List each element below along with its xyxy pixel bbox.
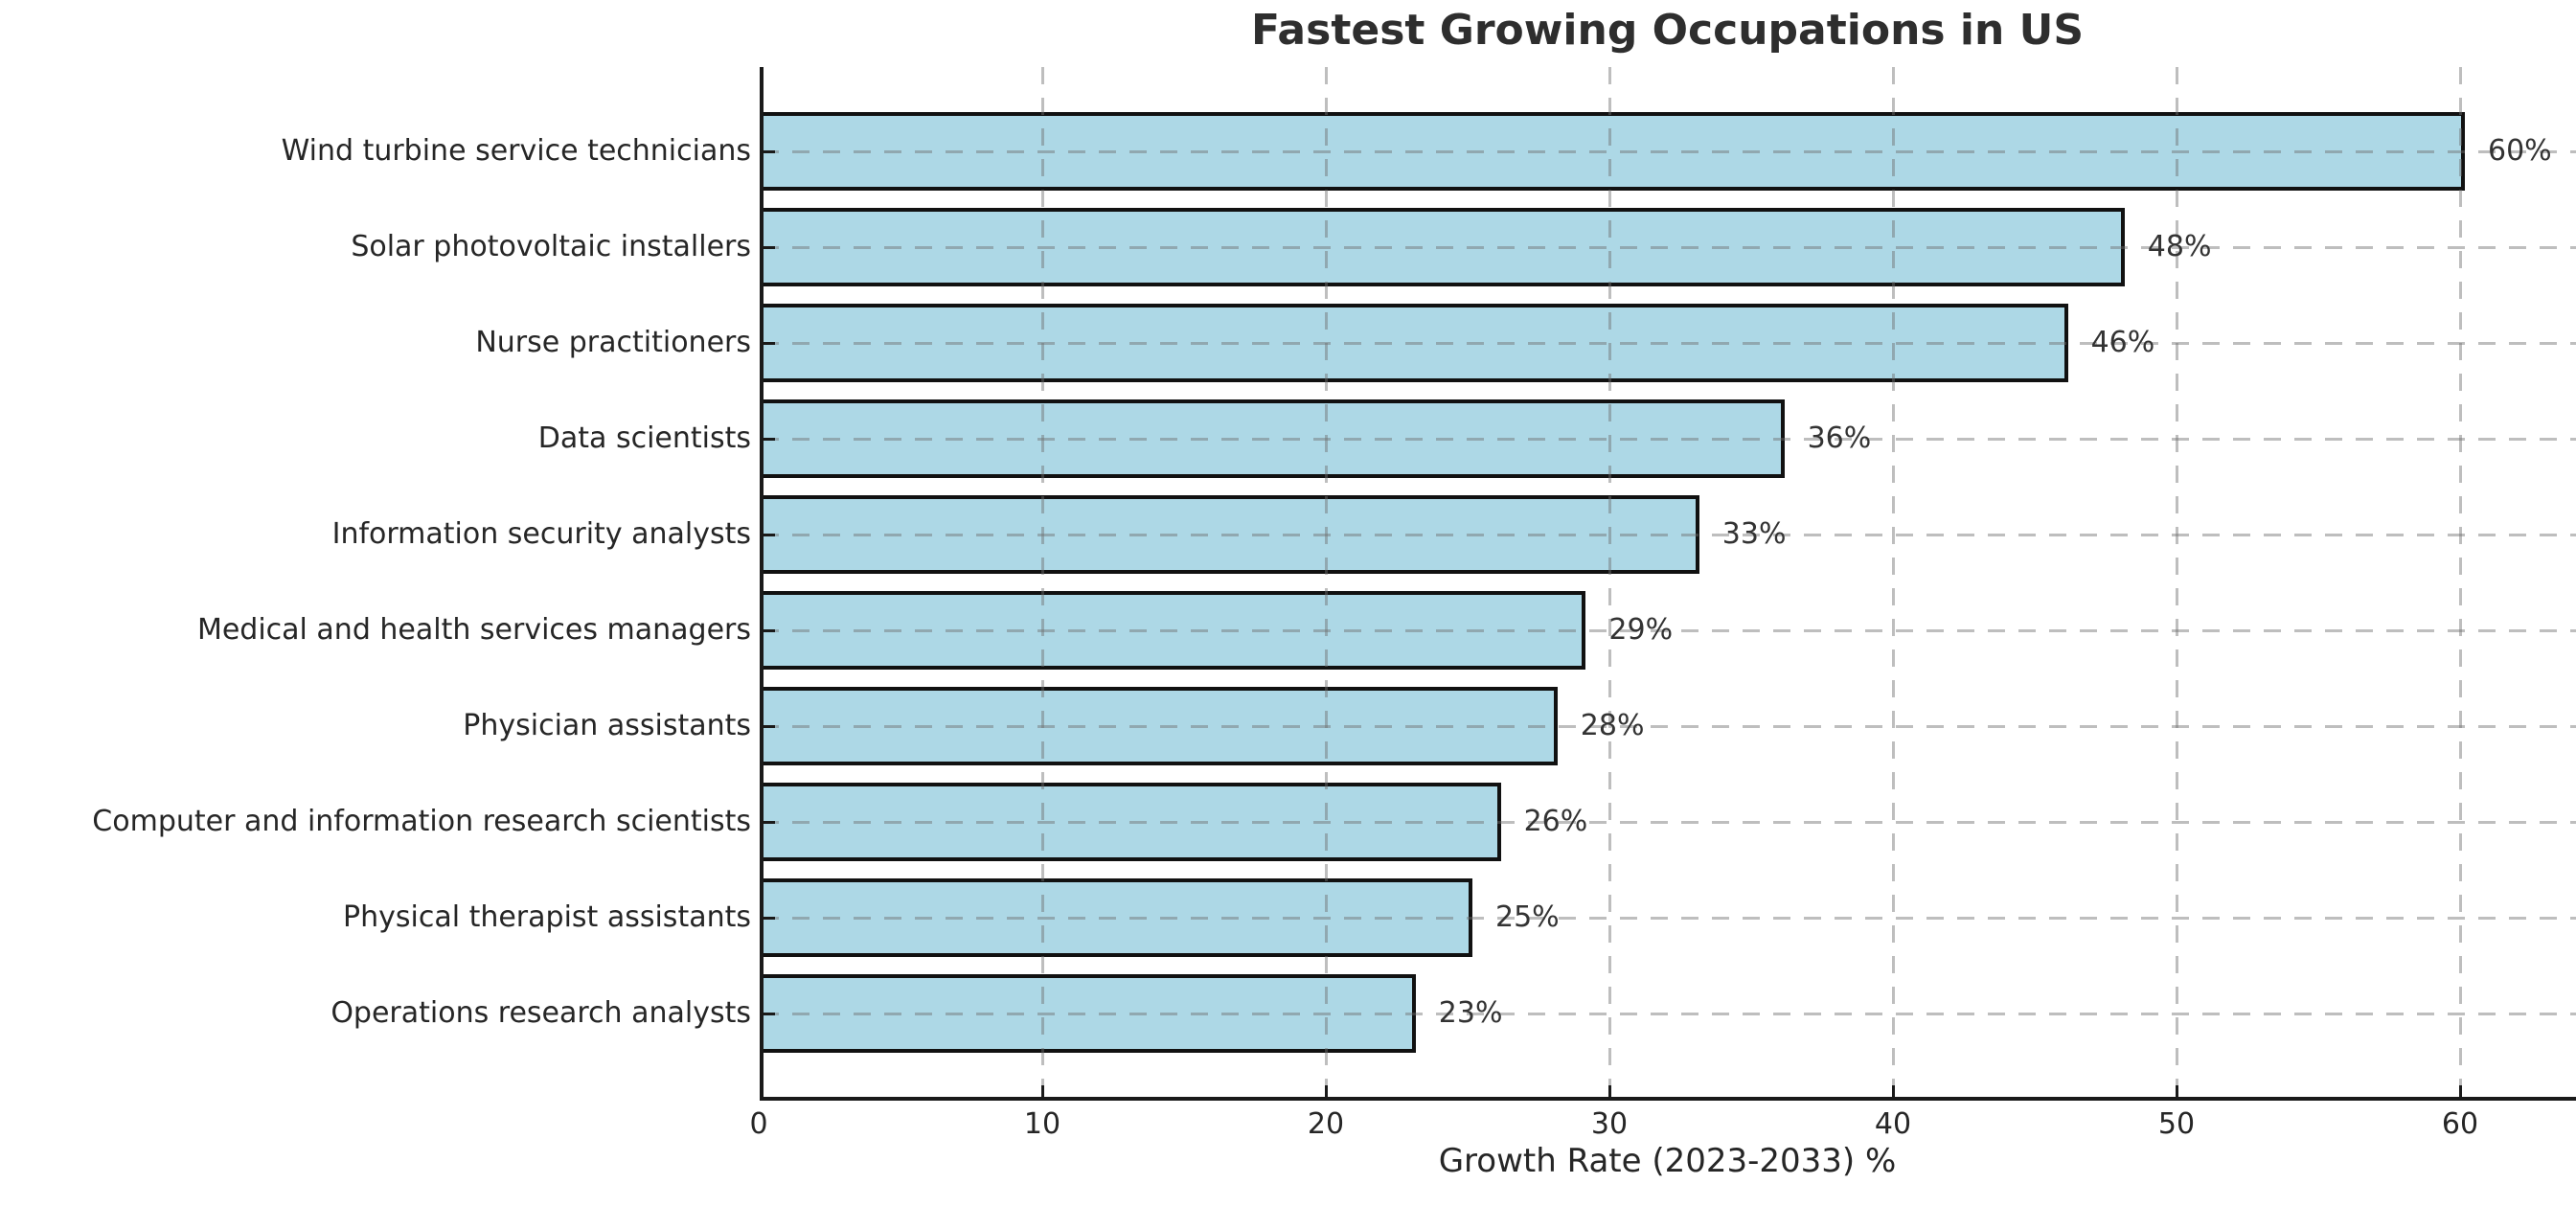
- x-gridline: [2176, 67, 2178, 1097]
- x-gridline: [1325, 67, 1328, 1097]
- value-label: 60%: [2488, 134, 2552, 168]
- x-tick-mark: [1608, 1085, 1611, 1097]
- x-tick-label: 40: [1874, 1107, 1912, 1141]
- category-label: Data scientists: [537, 421, 751, 455]
- value-label: 48%: [2147, 230, 2212, 263]
- y-gridline: [762, 246, 2576, 249]
- x-gridline: [1041, 67, 1044, 1097]
- category-label: Physical therapist assistants: [343, 900, 751, 934]
- x-gridline: [1608, 67, 1611, 1097]
- y-gridline: [762, 629, 2576, 632]
- x-tick-mark: [1892, 1085, 1895, 1097]
- category-label: Medical and health services managers: [196, 613, 751, 647]
- bar: [760, 208, 2125, 286]
- bar: [760, 878, 1472, 957]
- x-tick-mark: [1041, 1085, 1044, 1097]
- value-label: 33%: [1721, 517, 1787, 551]
- y-tick-mark: [764, 342, 775, 345]
- x-tick-label: 30: [1590, 1107, 1629, 1141]
- y-tick-mark: [764, 821, 775, 824]
- category-label: Operations research analysts: [331, 996, 751, 1030]
- y-gridline: [762, 342, 2576, 345]
- y-tick-mark: [764, 725, 775, 728]
- y-gridline: [762, 917, 2576, 920]
- bar: [760, 304, 2068, 382]
- bar: [760, 783, 1501, 861]
- value-label: 28%: [1580, 709, 1645, 742]
- x-tick-mark: [2459, 1085, 2462, 1097]
- value-label: 23%: [1438, 996, 1503, 1030]
- bar: [760, 112, 2465, 191]
- y-gridline: [762, 821, 2576, 824]
- x-gridline: [2459, 67, 2462, 1097]
- value-label: 26%: [1523, 805, 1588, 838]
- y-tick-mark: [764, 150, 775, 153]
- category-label: Information security analysts: [331, 517, 751, 551]
- y-gridline: [762, 438, 2576, 441]
- bar: [760, 495, 1699, 574]
- y-tick-mark: [764, 534, 775, 536]
- x-axis-spine: [760, 1097, 2576, 1101]
- x-tick-label: 50: [2157, 1107, 2196, 1141]
- category-label: Physician assistants: [463, 709, 751, 742]
- bar: [760, 974, 1416, 1053]
- value-label: 25%: [1495, 900, 1560, 934]
- category-label: Computer and information research scient…: [92, 805, 751, 838]
- value-label: 46%: [2090, 326, 2155, 359]
- x-axis-label: Growth Rate (2023-2033) %: [1438, 1142, 1897, 1180]
- y-tick-mark: [764, 629, 775, 632]
- y-gridline: [762, 150, 2576, 153]
- y-tick-mark: [764, 246, 775, 249]
- bar: [760, 399, 1785, 478]
- category-label: Solar photovoltaic installers: [351, 230, 751, 263]
- x-gridline: [1892, 67, 1895, 1097]
- y-tick-mark: [764, 917, 775, 920]
- x-tick-label: 0: [749, 1107, 768, 1141]
- chart-title: Fastest Growing Occupations in US: [1250, 6, 2085, 55]
- y-gridline: [762, 1013, 2576, 1015]
- category-label: Wind turbine service technicians: [281, 134, 751, 168]
- category-label: Nurse practitioners: [475, 326, 751, 359]
- y-tick-mark: [764, 1013, 775, 1015]
- x-tick-label: 10: [1023, 1107, 1061, 1141]
- y-gridline: [762, 534, 2576, 536]
- x-tick-label: 20: [1307, 1107, 1345, 1141]
- x-tick-mark: [2176, 1085, 2178, 1097]
- y-tick-mark: [764, 438, 775, 441]
- y-gridline: [762, 725, 2576, 728]
- value-label: 29%: [1608, 613, 1674, 647]
- y-axis-spine: [760, 67, 764, 1101]
- x-tick-label: 60: [2441, 1107, 2479, 1141]
- bar: [760, 687, 1558, 765]
- value-label: 36%: [1807, 421, 1872, 455]
- x-tick-mark: [1325, 1085, 1328, 1097]
